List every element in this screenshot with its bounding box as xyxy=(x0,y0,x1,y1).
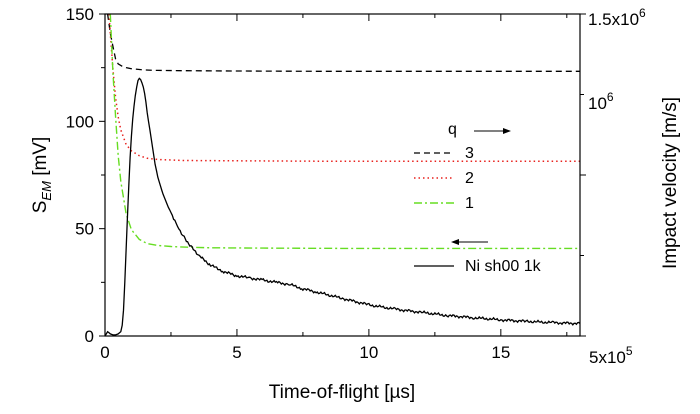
x-tick-label: 10 xyxy=(359,343,378,362)
y-right-axis-label: Impact velocity [m/s] xyxy=(660,97,681,269)
y-right-tick-label: 1.5x106 xyxy=(588,6,646,29)
series-line-q2 xyxy=(108,14,580,162)
y-left-tick-label: 0 xyxy=(85,327,94,346)
y-left-axis-label: SEM [mV] xyxy=(30,137,54,214)
legend-label-q3: 3 xyxy=(465,145,474,162)
right-axis-arrow xyxy=(474,128,511,134)
series-line-q3 xyxy=(106,14,580,72)
legend-label-q2: 2 xyxy=(465,170,474,187)
legend-header: q xyxy=(448,121,457,138)
legend-label-q1: 1 xyxy=(465,195,474,212)
plot-frame xyxy=(104,13,581,337)
y-left-tick-label: 50 xyxy=(75,220,94,239)
x-axis-label: Time-of-flight [µs] xyxy=(269,382,415,403)
series-line-q1 xyxy=(109,14,580,250)
legend: q 3 2 1 Ni sh00 1k xyxy=(414,121,542,275)
y-right-tick-label: 106 xyxy=(588,90,614,113)
y-left-tick-labels: 0 50 100 150 xyxy=(66,5,94,346)
y-right-tick-labels: 5x105 106 1.5x106 xyxy=(588,6,646,367)
y-left-tick-label: 100 xyxy=(66,112,94,131)
left-axis-arrow xyxy=(451,239,488,245)
x-tick-labels: 0 5 10 15 xyxy=(100,343,510,362)
y-left-tick-label: 150 xyxy=(66,5,94,24)
x-tick-label: 15 xyxy=(491,343,510,362)
y-right-tick-label: 5x105 xyxy=(589,344,633,367)
series-group xyxy=(105,14,580,336)
series-line-ni-sh00-1k xyxy=(105,77,580,336)
axis-ticks xyxy=(99,13,586,337)
x-tick-label: 0 xyxy=(100,343,109,362)
legend-label-ni: Ni sh00 1k xyxy=(465,258,542,275)
x-tick-label: 5 xyxy=(232,343,241,362)
